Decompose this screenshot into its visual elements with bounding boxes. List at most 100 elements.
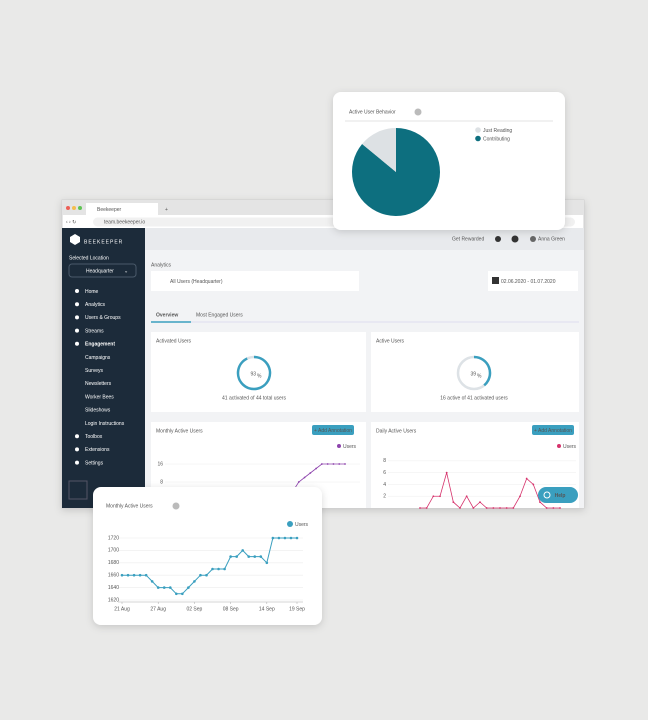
point bbox=[320, 463, 323, 465]
help-icon[interactable] bbox=[511, 235, 519, 243]
activated-title: Activated Users bbox=[156, 338, 192, 344]
point bbox=[519, 495, 521, 498]
point bbox=[552, 507, 555, 509]
legend-label: Contributing bbox=[483, 136, 510, 142]
audience-select[interactable] bbox=[151, 271, 359, 291]
browser-window: Beekeeper + ‹ › ↻ team.beekeeper.io BEEK… bbox=[61, 199, 585, 509]
min-dot[interactable] bbox=[72, 206, 76, 210]
point bbox=[211, 567, 214, 571]
point bbox=[283, 536, 287, 540]
activated-card bbox=[151, 332, 366, 412]
nav-item: Login Instructions bbox=[85, 421, 125, 427]
info-icon[interactable] bbox=[172, 502, 180, 510]
point bbox=[465, 495, 468, 498]
legend-dot bbox=[475, 135, 481, 142]
nav-icons[interactable]: ‹ › ↻ bbox=[66, 219, 76, 225]
legend-label: Just Reading bbox=[483, 128, 512, 134]
point bbox=[505, 507, 508, 509]
point bbox=[132, 573, 136, 577]
x-tick-label: 14 Sep bbox=[259, 606, 275, 612]
user-name[interactable]: Anna Green bbox=[538, 236, 565, 242]
tab-engaged[interactable]: Most Engaged Users bbox=[196, 312, 243, 318]
pie-slice bbox=[362, 127, 396, 172]
legend-dot bbox=[337, 444, 341, 448]
point bbox=[303, 476, 306, 479]
x-tick-label: 21 Aug bbox=[114, 606, 130, 612]
point bbox=[492, 507, 495, 509]
legend-dot bbox=[287, 521, 293, 527]
nav-icon bbox=[75, 460, 79, 465]
annotation-button[interactable] bbox=[312, 425, 354, 435]
point bbox=[175, 592, 178, 596]
line-chart: 1620 1640 1660 1680 1700 1720 21 Aug 27 Aug 02 S… bbox=[108, 521, 309, 612]
point bbox=[452, 501, 455, 504]
point bbox=[223, 567, 226, 571]
nav-item: Surveys bbox=[85, 368, 104, 374]
x-tick-label: 27 Aug bbox=[150, 606, 166, 612]
nav-item: Newsletters bbox=[85, 381, 112, 387]
logo-icon bbox=[70, 234, 80, 245]
y-tick-label: 2 bbox=[383, 494, 386, 500]
point bbox=[338, 463, 341, 465]
nav-icon bbox=[75, 447, 79, 452]
active-card bbox=[371, 332, 579, 412]
point bbox=[205, 573, 208, 577]
calendar-icon bbox=[492, 277, 499, 284]
point bbox=[162, 586, 166, 589]
point bbox=[241, 549, 244, 552]
point bbox=[344, 463, 346, 465]
nav-item: Analytics bbox=[85, 302, 106, 308]
nav-item: Campaigns bbox=[85, 355, 111, 361]
new-tab[interactable]: + bbox=[165, 207, 168, 213]
y-tick-label: 1700 bbox=[108, 548, 119, 554]
bell-icon[interactable] bbox=[495, 236, 501, 242]
point bbox=[150, 580, 154, 583]
y-tick-label: 1620 bbox=[108, 597, 119, 603]
point bbox=[271, 536, 275, 540]
y-tick-label: 6 bbox=[383, 470, 386, 476]
y-tick-label: 1720 bbox=[108, 535, 119, 541]
avatar[interactable] bbox=[530, 236, 536, 242]
pie-slice bbox=[351, 128, 440, 216]
point bbox=[187, 586, 190, 589]
active-title: Active Users bbox=[376, 338, 405, 344]
point bbox=[277, 536, 281, 540]
x-tick-label: 19 Sep bbox=[289, 606, 305, 612]
date-select[interactable] bbox=[488, 271, 578, 291]
tab[interactable] bbox=[86, 203, 158, 215]
close-dot[interactable] bbox=[66, 206, 70, 210]
help-icon bbox=[543, 491, 551, 499]
help-label: Help bbox=[555, 493, 566, 499]
gauge-unit: % bbox=[257, 373, 262, 379]
tab-overview[interactable]: Overview bbox=[156, 312, 178, 318]
nav-icon bbox=[75, 434, 79, 439]
point bbox=[472, 507, 475, 509]
help-button[interactable] bbox=[538, 487, 578, 503]
legend-label: Users bbox=[343, 444, 357, 450]
max-dot[interactable] bbox=[78, 206, 82, 210]
point bbox=[332, 463, 335, 465]
point bbox=[144, 573, 148, 577]
date-range: 02.06.2020 - 01.07.2020 bbox=[501, 279, 556, 285]
gauge-value: 93 bbox=[250, 371, 256, 377]
annotation-button[interactable] bbox=[532, 425, 574, 435]
get-rewarded[interactable]: Get Rewarded bbox=[452, 236, 484, 242]
line bbox=[420, 472, 560, 509]
point bbox=[309, 472, 312, 474]
point bbox=[315, 467, 318, 470]
nav-icon bbox=[75, 341, 79, 346]
location-select[interactable] bbox=[68, 263, 137, 278]
point bbox=[156, 586, 160, 589]
nav-item: Users & Groups bbox=[85, 315, 121, 321]
line-title: Monthly Active Users bbox=[106, 503, 153, 509]
x-tick-label: 08 Sep bbox=[223, 606, 239, 612]
nav-item: Slideshows bbox=[85, 408, 111, 414]
nav-icon bbox=[75, 315, 79, 320]
point bbox=[419, 507, 421, 509]
point bbox=[512, 507, 515, 509]
info-icon[interactable] bbox=[414, 108, 422, 116]
point bbox=[181, 592, 184, 596]
